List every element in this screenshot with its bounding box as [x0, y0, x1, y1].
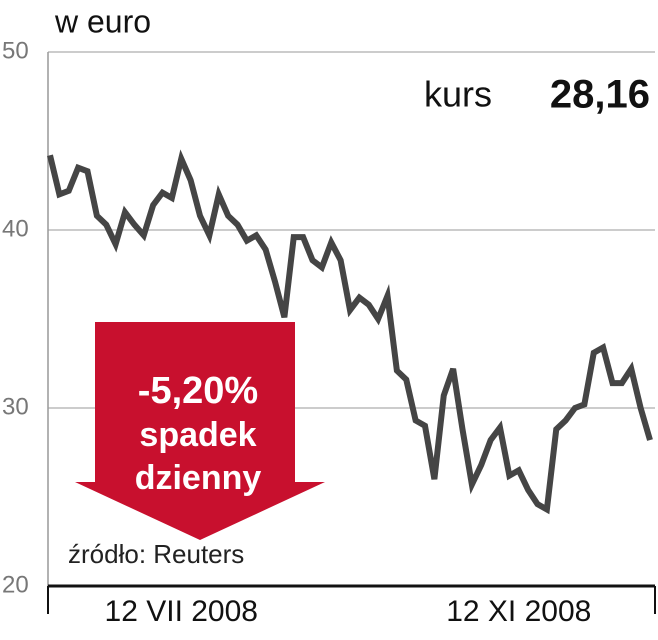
x-tick-label: 12 VII 2008 — [105, 595, 258, 628]
y-tick-label: 30 — [2, 393, 29, 420]
chart-title: w euro — [54, 3, 151, 39]
label-line: spadek — [139, 416, 256, 454]
kurs-value: 28,16 — [550, 73, 650, 117]
source: źródło: Reuters — [68, 539, 244, 569]
y-tick-label: 50 — [2, 37, 29, 64]
arrow — [75, 322, 325, 540]
y-tick-label: 20 — [2, 571, 29, 598]
x-tick-label: 12 XI 2008 — [446, 595, 591, 628]
kurs-label: kurs — [424, 74, 492, 115]
label-line: dzienny — [135, 459, 262, 497]
y-tick-label: 40 — [2, 215, 29, 242]
change: -5,20% — [138, 370, 258, 412]
line — [47, 149, 653, 515]
